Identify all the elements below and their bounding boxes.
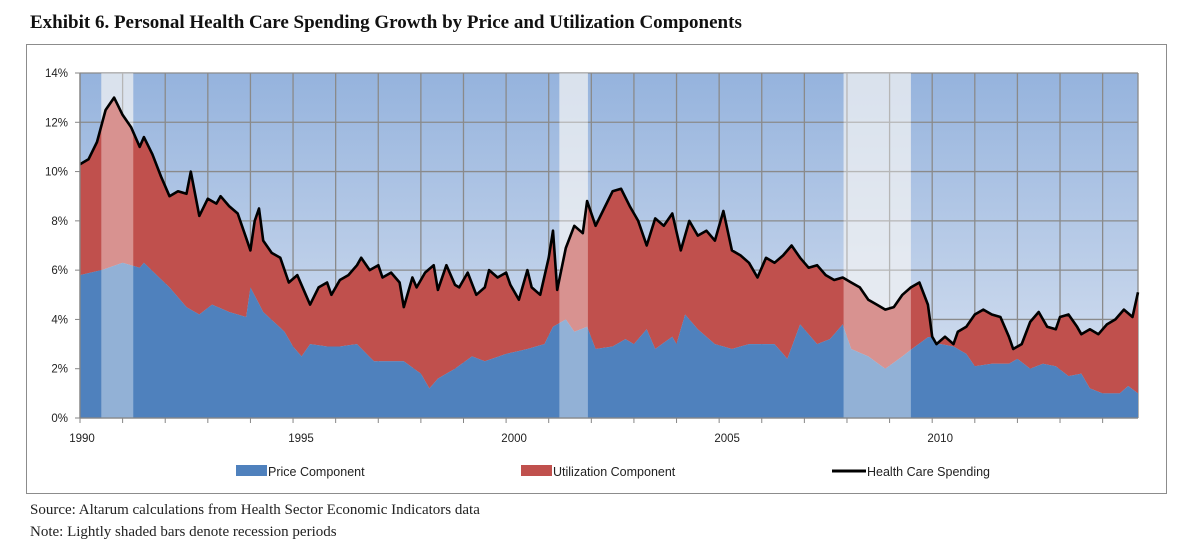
- legend-label: Price Component: [268, 465, 365, 479]
- legend-item: Health Care Spending: [832, 465, 990, 479]
- y-tick-label: 10%: [45, 167, 68, 179]
- recession-overlay: [101, 73, 134, 418]
- y-tick-label: 12%: [45, 117, 68, 129]
- recession-overlays: [101, 73, 911, 418]
- x-tick-label: 2000: [501, 433, 527, 445]
- legend: Price Component Utilization Component Heal…: [236, 465, 990, 479]
- legend-label: Utilization Component: [553, 465, 676, 479]
- x-tick-label: 2010: [927, 433, 953, 445]
- chart-title: Exhibit 6. Personal Health Care Spending…: [30, 12, 742, 33]
- health-care-spending-line: [80, 96, 1140, 351]
- recession-overlay: [843, 73, 911, 418]
- price-component-area: [80, 262, 1138, 418]
- legend-item: Price Component: [236, 465, 365, 479]
- source-note: Source: Altarum calculations from Health…: [30, 502, 480, 518]
- y-tick-label: 6%: [51, 265, 68, 277]
- y-tick-label: 4%: [51, 314, 68, 326]
- x-tick-label: 2005: [714, 433, 740, 445]
- recession-overlay: [559, 73, 588, 418]
- y-tick-label: 14%: [45, 68, 68, 80]
- legend-swatch: [521, 465, 552, 476]
- y-tick-label: 8%: [51, 216, 68, 228]
- axes: 0% 2% 4% 6% 8% 10% 12% 14% 1990 1995 2000 2005 2010: [45, 68, 1138, 445]
- y-tick-label: 2%: [51, 364, 68, 376]
- legend-item: Utilization Component: [521, 465, 676, 479]
- utilization-component-area: [80, 97, 1138, 394]
- legend-label: Health Care Spending: [867, 465, 990, 479]
- stacked-areas: [80, 97, 1138, 418]
- legend-swatch: [236, 465, 267, 476]
- y-tick-label: 0%: [51, 413, 68, 425]
- spending-line-layer: [80, 96, 1140, 351]
- recession-note: Note: Lightly shaded bars denote recessi…: [30, 524, 337, 540]
- x-tick-label: 1995: [288, 433, 314, 445]
- x-tick-label: 1990: [69, 433, 95, 445]
